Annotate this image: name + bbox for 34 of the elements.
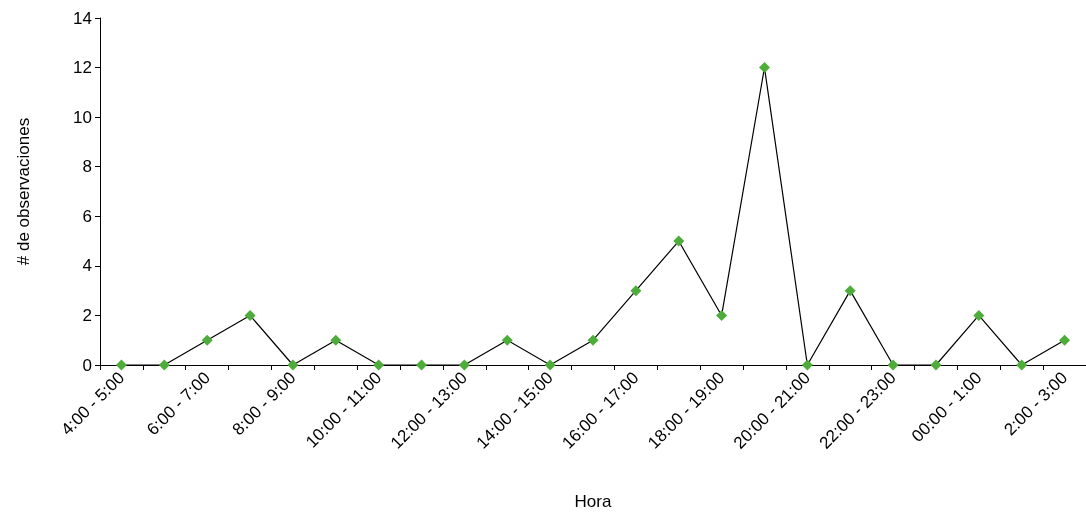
y-tick-label: 8 bbox=[82, 157, 92, 177]
y-tick-label: 2 bbox=[82, 305, 92, 325]
x-axis-title: Hora bbox=[574, 492, 612, 511]
y-axis-title: # de observaciones bbox=[14, 117, 33, 266]
y-tick-label: 0 bbox=[82, 355, 92, 375]
point bbox=[416, 359, 428, 371]
point bbox=[673, 235, 685, 247]
y-tick-label: 6 bbox=[82, 206, 92, 226]
y-tick-label: 4 bbox=[82, 256, 92, 276]
point bbox=[287, 359, 299, 371]
point bbox=[244, 309, 256, 321]
point bbox=[1016, 359, 1028, 371]
point bbox=[716, 309, 728, 321]
point bbox=[930, 359, 942, 371]
point bbox=[373, 359, 385, 371]
point bbox=[973, 309, 985, 321]
point bbox=[458, 359, 470, 371]
point bbox=[587, 334, 599, 346]
y-tick-label: 10 bbox=[73, 107, 92, 127]
point bbox=[544, 359, 556, 371]
point bbox=[758, 62, 770, 74]
point bbox=[844, 285, 856, 297]
y-tick-label: 12 bbox=[73, 58, 92, 78]
point bbox=[887, 359, 899, 371]
y-tick-label: 14 bbox=[73, 8, 92, 28]
point bbox=[158, 359, 170, 371]
point bbox=[330, 334, 342, 346]
x-tick-label: 6:00 - 7:00 bbox=[143, 368, 214, 440]
point bbox=[115, 359, 127, 371]
point bbox=[801, 359, 813, 371]
point bbox=[630, 285, 642, 297]
point bbox=[201, 334, 213, 346]
point bbox=[1059, 334, 1071, 346]
point bbox=[501, 334, 513, 346]
